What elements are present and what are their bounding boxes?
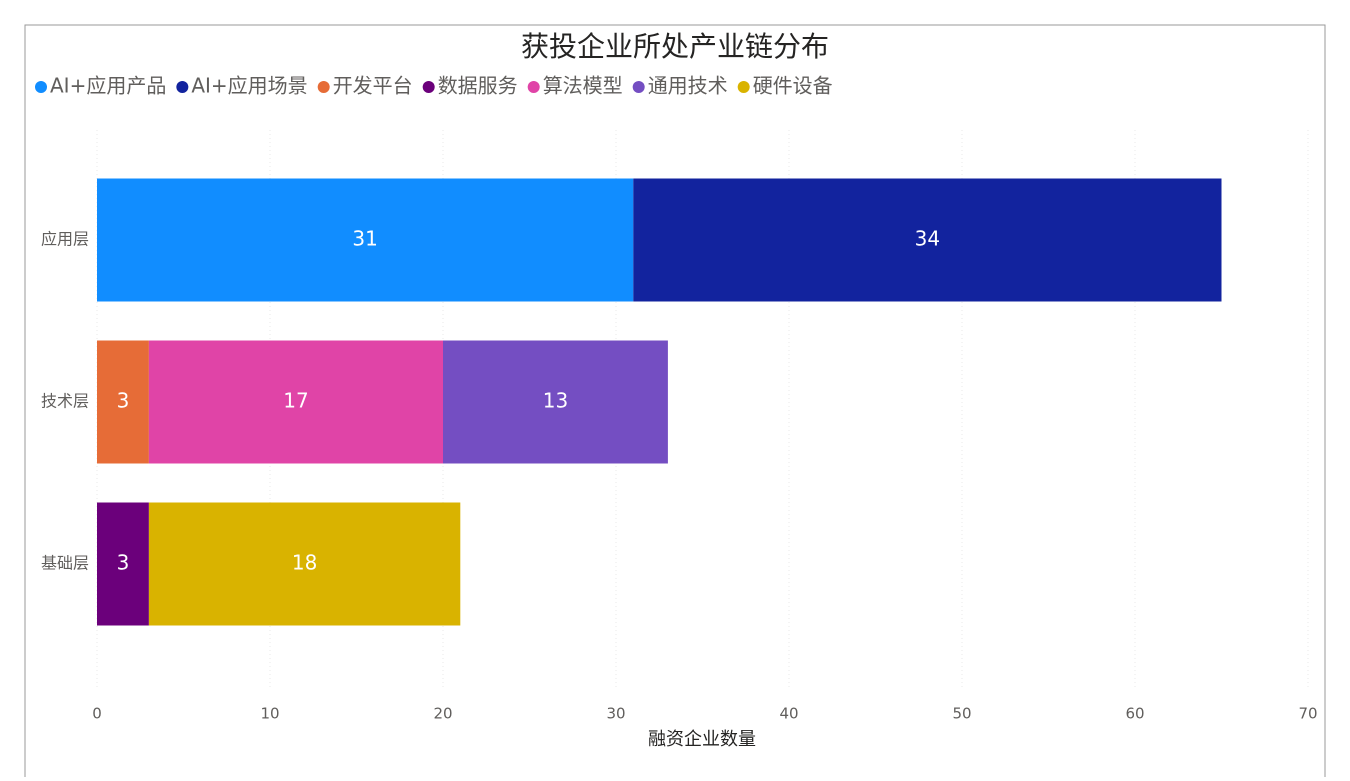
data-label: 17 <box>283 389 308 413</box>
data-label: 34 <box>915 227 940 251</box>
legend-marker <box>632 81 645 93</box>
chart-title: 获投企业所处产业链分布 <box>521 30 829 63</box>
legend-label: 硬件设备 <box>753 74 833 98</box>
bar-segment <box>148 340 443 464</box>
bar-segment <box>443 340 668 464</box>
data-label: 3 <box>117 389 130 413</box>
bar-segment <box>97 502 149 626</box>
bar-segment <box>97 178 634 302</box>
x-tick-label: 0 <box>92 705 102 723</box>
x-tick-label: 40 <box>779 705 798 723</box>
x-tick-label: 50 <box>952 705 971 723</box>
bar-segment <box>633 178 1222 302</box>
legend-marker <box>35 81 47 93</box>
x-tick-label: 70 <box>1298 705 1317 723</box>
legend-label: 通用技术 <box>648 74 728 98</box>
legend-label: AI+应用场景 <box>191 74 307 98</box>
y-tick-label: 应用层 <box>41 230 89 249</box>
legend-marker <box>422 81 435 93</box>
legend-label: 开发平台 <box>333 74 413 98</box>
data-label: 31 <box>352 227 377 251</box>
x-axis-label: 融资企业数量 <box>648 729 756 750</box>
y-tick-label: 技术层 <box>41 392 89 411</box>
legend-label: AI+应用产品 <box>50 74 166 98</box>
data-label: 18 <box>292 551 317 575</box>
bar-segment <box>148 502 461 626</box>
y-tick-label: 基础层 <box>41 554 89 573</box>
legend-label: 数据服务 <box>438 74 518 98</box>
x-tick-label: 10 <box>260 705 279 723</box>
legend-marker <box>527 81 540 93</box>
x-tick-label: 60 <box>1125 705 1144 723</box>
data-label: 13 <box>543 389 568 413</box>
bar-segment <box>97 340 149 464</box>
legend-marker <box>176 81 189 93</box>
legend-label: 算法模型 <box>543 74 623 98</box>
legend-marker <box>317 81 330 93</box>
legend-marker <box>737 81 750 93</box>
x-tick-label: 30 <box>606 705 625 723</box>
data-label: 3 <box>117 551 130 575</box>
x-tick-label: 20 <box>433 705 452 723</box>
